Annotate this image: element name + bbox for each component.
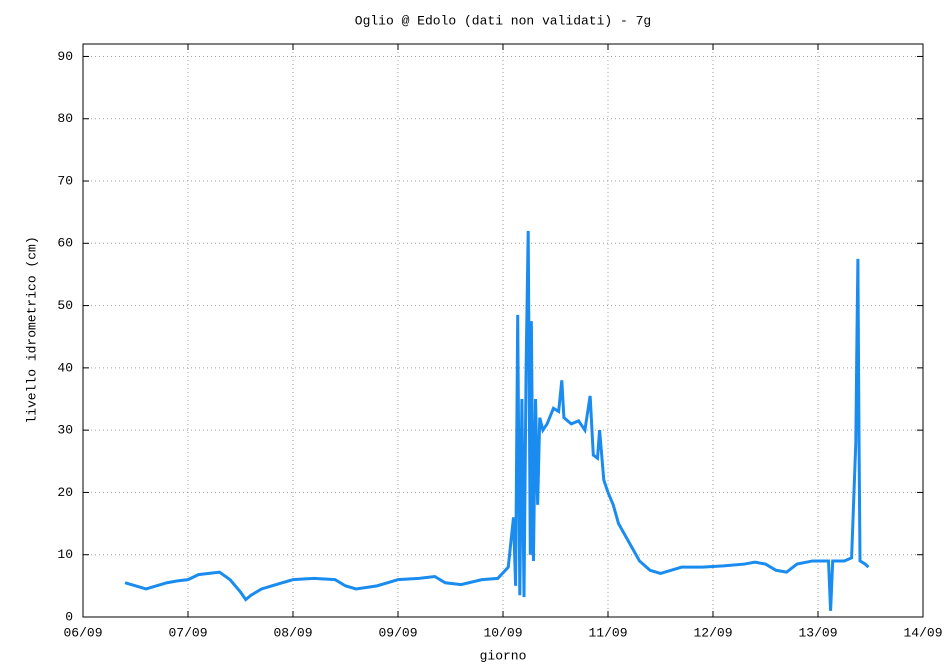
x-tick-label: 06/09 xyxy=(63,625,102,640)
x-tick-label: 10/09 xyxy=(483,625,522,640)
y-tick-label: 40 xyxy=(57,360,73,375)
x-tick-label: 11/09 xyxy=(588,625,627,640)
x-tick-label: 14/09 xyxy=(903,625,942,640)
x-tick-label: 08/09 xyxy=(273,625,312,640)
x-tick-label: 09/09 xyxy=(378,625,417,640)
data-line xyxy=(124,230,870,611)
y-axis-label: livello idrometrico (cm) xyxy=(24,236,39,423)
chart-title: Oglio @ Edolo (dati non validati) - 7g xyxy=(355,13,651,28)
x-axis-label: giorno xyxy=(480,648,527,663)
y-tick-label: 80 xyxy=(57,111,73,126)
plot-frame xyxy=(82,43,924,618)
y-tick-label: 10 xyxy=(57,547,73,562)
y-tick-label: 30 xyxy=(57,423,73,438)
x-tick-label: 07/09 xyxy=(168,625,207,640)
x-tick-label: 13/09 xyxy=(798,625,837,640)
y-tick-label: 0 xyxy=(65,609,73,624)
y-tick-label: 60 xyxy=(57,236,73,251)
y-tick-label: 70 xyxy=(57,173,73,188)
y-tick-label: 20 xyxy=(57,485,73,500)
x-tick-label: 12/09 xyxy=(693,625,732,640)
y-tick-label: 50 xyxy=(57,298,73,313)
y-tick-label: 90 xyxy=(57,49,73,64)
